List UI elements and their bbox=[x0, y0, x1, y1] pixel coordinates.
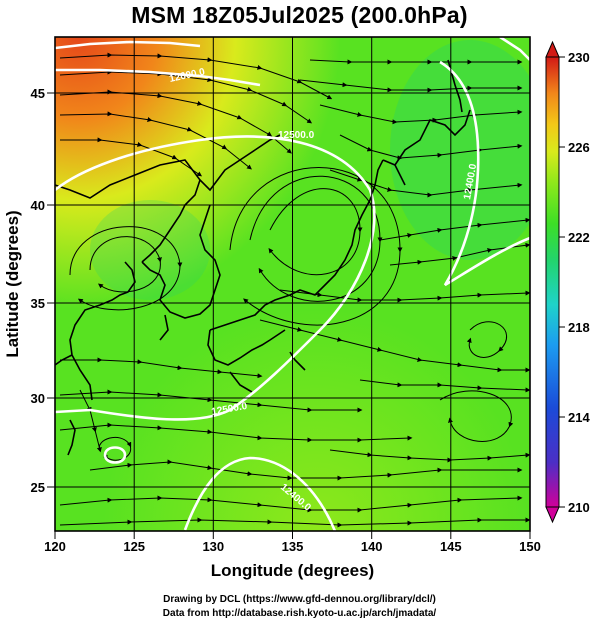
x-tick-label: 130 bbox=[202, 539, 224, 554]
credit-data-source: Data from http://database.rish.kyoto-u.a… bbox=[162, 608, 437, 619]
chart-title: MSM 18Z05Jul2025 (200.0hPa) bbox=[131, 2, 468, 28]
x-axis-title: Longitude (degrees) bbox=[211, 561, 374, 580]
x-tick-label: 150 bbox=[519, 539, 541, 554]
y-tick-label: 30 bbox=[31, 391, 45, 406]
y-tick-label: 35 bbox=[31, 296, 45, 311]
y-tick-label: 45 bbox=[31, 86, 45, 101]
colorbar: 230 226 222 218 214 210 bbox=[545, 40, 590, 524]
y-tick-label: 25 bbox=[31, 480, 45, 495]
colorbar-tick-label: 218 bbox=[568, 320, 590, 335]
grid bbox=[55, 37, 530, 531]
temperature-field bbox=[55, 37, 530, 531]
credit-drawing: Drawing by DCL (https://www.gfd-dennou.o… bbox=[163, 594, 436, 605]
y-tick-label: 40 bbox=[31, 198, 45, 213]
colorbar-tick-label: 230 bbox=[568, 50, 590, 65]
colorbar-tick-label: 226 bbox=[568, 140, 590, 155]
streamlines bbox=[59, 52, 530, 528]
colorbar-tick-label: 210 bbox=[568, 500, 590, 515]
x-tick-label: 125 bbox=[123, 539, 145, 554]
colorbar-tick-label: 222 bbox=[568, 230, 590, 245]
colorbar-max-arrow bbox=[545, 40, 560, 58]
x-tick-label: 145 bbox=[440, 539, 462, 554]
colorbar-tick-label: 214 bbox=[568, 410, 590, 425]
x-tick-label: 140 bbox=[361, 539, 383, 554]
x-tick-label: 120 bbox=[44, 539, 66, 554]
contour-label: 12500.0 bbox=[278, 130, 315, 141]
y-axis-title: Latitude (degrees) bbox=[3, 210, 22, 357]
x-tick-label: 135 bbox=[282, 539, 304, 554]
colorbar-min-arrow bbox=[545, 506, 560, 524]
axis-ticks bbox=[47, 92, 531, 539]
height-contours bbox=[55, 37, 530, 531]
